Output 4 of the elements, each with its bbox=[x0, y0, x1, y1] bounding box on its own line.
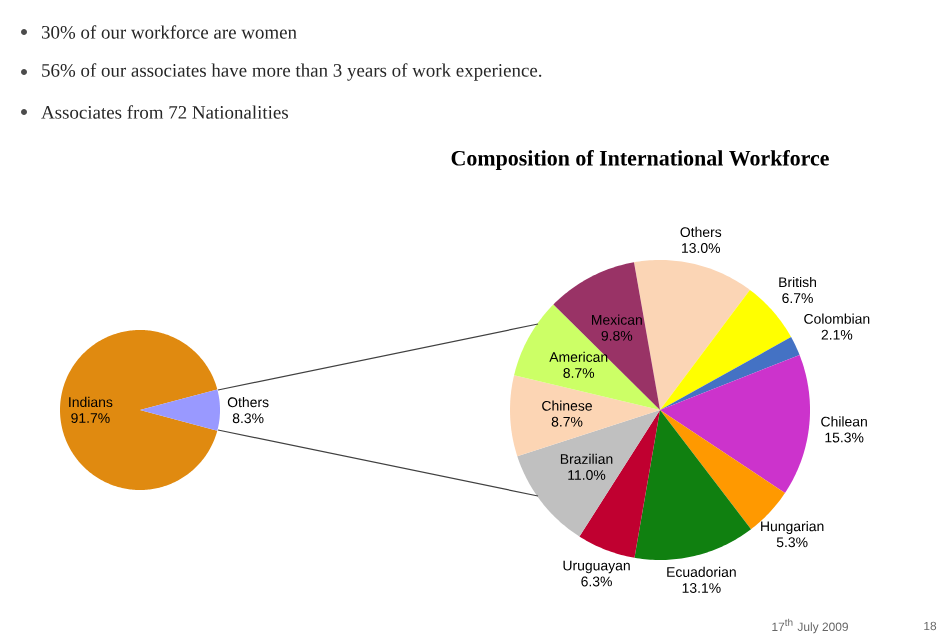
text: 56% of our associates have more than 3 years of work experience. bbox=[42, 63, 542, 81]
text: Associates from 72 Nationalities bbox=[41, 105, 288, 119]
text: 30% of our workforce are women bbox=[41, 25, 297, 39]
chart-title: Composition of International Workforce bbox=[451, 149, 829, 171]
